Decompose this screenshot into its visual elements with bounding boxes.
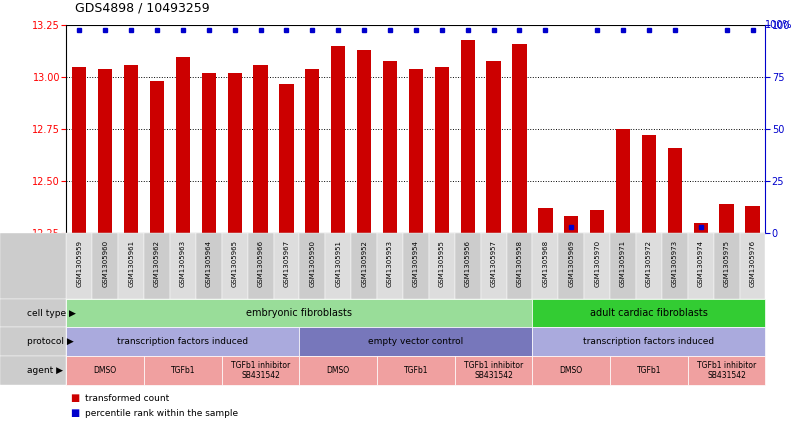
Text: GDS4898 / 10493259: GDS4898 / 10493259 [75,2,209,15]
Bar [461,40,475,233]
Text: percentile rank within the sample: percentile rank within the sample [85,409,238,418]
Text: GSM1305970: GSM1305970 [595,240,600,287]
Text: DMSO: DMSO [326,366,350,375]
Text: GSM1305958: GSM1305958 [517,240,522,287]
Bar [564,217,578,233]
Text: empty vector control: empty vector control [369,337,463,346]
Text: GSM1305957: GSM1305957 [491,240,497,287]
Text: GSM1305966: GSM1305966 [258,240,263,287]
Text: TGFb1 inhibitor
SB431542: TGFb1 inhibitor SB431542 [464,361,523,380]
Text: DMSO: DMSO [94,366,117,375]
Bar [590,210,604,233]
Text: GSM1305955: GSM1305955 [439,240,445,287]
Text: TGFb1 inhibitor
SB431542: TGFb1 inhibitor SB431542 [231,361,290,380]
Text: transformed count: transformed count [85,394,169,403]
Text: TGFb1: TGFb1 [403,366,428,375]
Bar [487,60,501,233]
Text: GSM1305964: GSM1305964 [206,240,212,287]
Text: TGFb1: TGFb1 [171,366,195,375]
Text: GSM1305971: GSM1305971 [620,240,626,287]
Bar [539,208,552,233]
Bar [667,148,682,233]
Text: GSM1305950: GSM1305950 [309,240,315,287]
Bar [331,46,345,233]
Text: GSM1305972: GSM1305972 [646,240,652,287]
Bar [202,73,216,233]
Text: GSM1305959: GSM1305959 [76,240,83,287]
Text: GSM1305973: GSM1305973 [671,240,678,287]
Text: adult cardiac fibroblasts: adult cardiac fibroblasts [590,308,708,318]
Text: GSM1305956: GSM1305956 [465,240,471,287]
Bar [279,83,293,233]
Text: GSM1305952: GSM1305952 [361,240,367,287]
Text: GSM1305976: GSM1305976 [749,240,756,287]
Text: GSM1305974: GSM1305974 [697,240,704,287]
Bar [409,69,423,233]
Text: GSM1305951: GSM1305951 [335,240,341,287]
Bar [616,129,630,233]
Bar [124,65,139,233]
Bar [254,65,268,233]
Text: GSM1305961: GSM1305961 [128,240,134,287]
Bar [357,50,371,233]
Text: protocol ▶: protocol ▶ [27,337,74,346]
Text: embryonic fibroblasts: embryonic fibroblasts [246,308,352,318]
Bar [719,204,734,233]
Text: GSM1305969: GSM1305969 [569,240,574,287]
Text: GSM1305975: GSM1305975 [723,240,730,287]
Bar [435,67,449,233]
Text: GSM1305965: GSM1305965 [232,240,237,287]
Text: transcription factors induced: transcription factors induced [583,337,714,346]
Bar [693,222,708,233]
Text: GSM1305968: GSM1305968 [543,240,548,287]
Bar [98,69,113,233]
Text: TGFb1 inhibitor
SB431542: TGFb1 inhibitor SB431542 [697,361,757,380]
Text: GSM1305954: GSM1305954 [413,240,419,287]
Bar [383,60,397,233]
Text: GSM1305967: GSM1305967 [284,240,289,287]
Text: GSM1305953: GSM1305953 [387,240,393,287]
Text: cell type ▶: cell type ▶ [27,308,75,318]
Bar [150,82,164,233]
Bar [745,206,760,233]
Text: TGFb1: TGFb1 [637,366,661,375]
Bar [642,135,656,233]
Text: transcription factors induced: transcription factors induced [117,337,249,346]
Text: ■: ■ [70,409,79,418]
Bar [513,44,526,233]
Text: DMSO: DMSO [560,366,583,375]
Text: GSM1305963: GSM1305963 [180,240,186,287]
Text: GSM1305960: GSM1305960 [102,240,109,287]
Bar [305,69,319,233]
Text: ■: ■ [70,393,79,403]
Text: 100%: 100% [765,20,793,30]
Bar [72,67,87,233]
Text: agent ▶: agent ▶ [27,366,62,375]
Bar [228,73,242,233]
Bar [176,57,190,233]
Text: GSM1305962: GSM1305962 [154,240,160,287]
